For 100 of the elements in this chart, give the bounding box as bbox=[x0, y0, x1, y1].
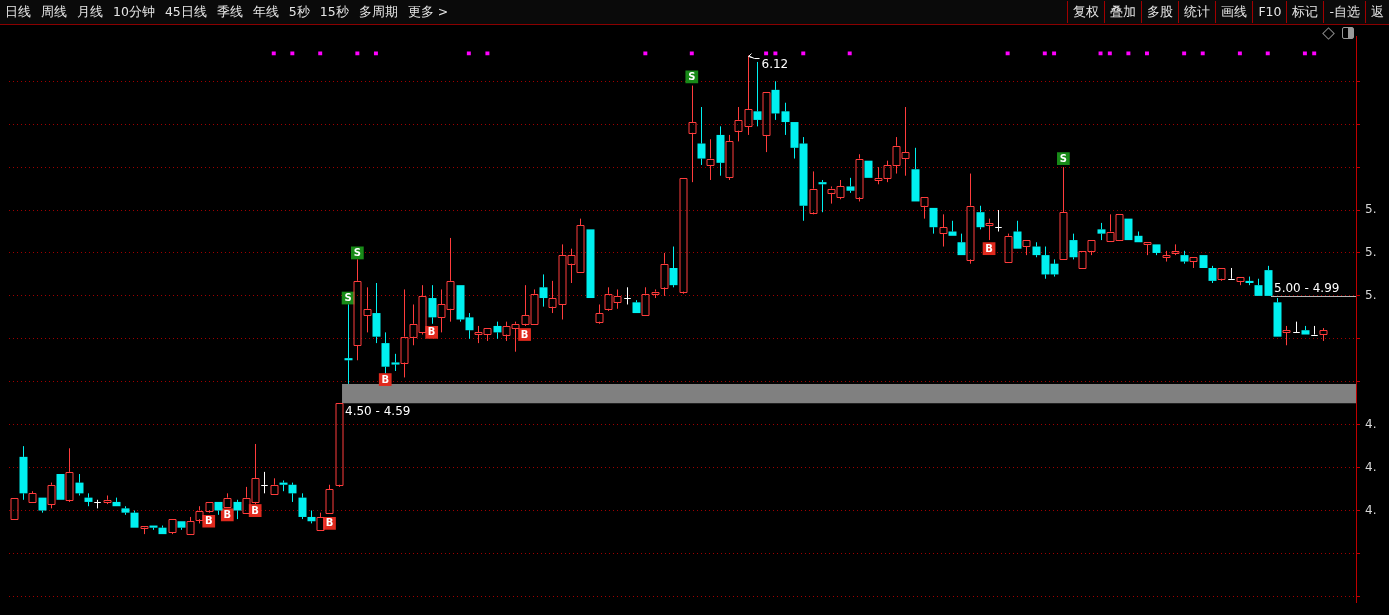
candlestick bbox=[706, 138, 715, 181]
candlestick bbox=[130, 510, 139, 528]
candlestick bbox=[697, 106, 706, 166]
point bbox=[1182, 51, 1187, 56]
candlestick bbox=[1097, 222, 1106, 241]
text: 日线 bbox=[4, 3, 32, 21]
point bbox=[643, 51, 648, 56]
candlestick bbox=[985, 218, 994, 241]
point bbox=[1265, 51, 1270, 56]
text: 多周期 bbox=[357, 3, 399, 21]
candlestick bbox=[1254, 278, 1263, 296]
annotation: 6.12 bbox=[761, 56, 789, 71]
candlestick bbox=[1032, 241, 1041, 258]
text: 5秒 bbox=[287, 3, 311, 21]
candlestick bbox=[298, 492, 307, 520]
y-tick-label: 4. bbox=[1365, 459, 1377, 474]
candlestick bbox=[428, 284, 437, 325]
point bbox=[485, 51, 490, 56]
candlestick bbox=[623, 286, 632, 305]
point bbox=[355, 51, 360, 56]
text: B bbox=[427, 326, 436, 338]
point bbox=[373, 51, 378, 56]
y-tick-label: 5. bbox=[1365, 245, 1377, 260]
candlestick bbox=[994, 209, 1003, 233]
candlestick bbox=[214, 501, 223, 516]
text: B bbox=[985, 242, 993, 254]
text: S bbox=[688, 71, 696, 83]
candlestick bbox=[1227, 267, 1236, 280]
candlestick bbox=[781, 102, 790, 136]
candlestick bbox=[279, 479, 288, 492]
text: 返 bbox=[1365, 1, 1389, 23]
text: 15秒 bbox=[318, 3, 350, 21]
candlestick bbox=[939, 213, 948, 248]
text: B bbox=[223, 508, 232, 520]
candlestick bbox=[818, 179, 827, 213]
point bbox=[318, 51, 323, 56]
text: 45日线 bbox=[163, 3, 208, 21]
series-label: S bbox=[344, 292, 352, 304]
point bbox=[1042, 51, 1047, 56]
candlestick bbox=[1292, 321, 1301, 333]
text: -自选 bbox=[1323, 1, 1365, 23]
candlestick bbox=[632, 299, 641, 314]
candlestick bbox=[1189, 257, 1198, 269]
point bbox=[1107, 51, 1112, 56]
candlestick bbox=[112, 497, 121, 507]
candlestick bbox=[149, 525, 158, 531]
candlestick bbox=[233, 499, 242, 520]
text: 季线 bbox=[215, 3, 244, 21]
candlestick bbox=[1310, 325, 1319, 336]
y-tick-label: 5. bbox=[1365, 202, 1377, 217]
point bbox=[1126, 51, 1131, 56]
y-tick-label: 4. bbox=[1365, 416, 1377, 431]
y-tick-label: 5. bbox=[1365, 288, 1377, 303]
candlestick bbox=[688, 85, 697, 183]
candlestick bbox=[1134, 231, 1143, 243]
point bbox=[290, 51, 295, 56]
point bbox=[847, 51, 852, 56]
candlestick bbox=[1208, 265, 1217, 284]
candlestick bbox=[1273, 297, 1282, 337]
candlestick bbox=[1013, 220, 1022, 249]
text: S bbox=[1059, 152, 1067, 164]
y-tick-label: 4. bbox=[1365, 502, 1377, 517]
text: F10 bbox=[1252, 1, 1287, 23]
text: 复权 bbox=[1067, 1, 1105, 23]
text: 统计 bbox=[1178, 1, 1216, 23]
ref-line-label: 5.00 - 4.99 bbox=[1274, 280, 1340, 295]
candlestick bbox=[38, 497, 47, 514]
candlestick bbox=[288, 482, 297, 503]
text: 标记 bbox=[1286, 1, 1324, 23]
candlestick bbox=[121, 505, 130, 516]
text: 周线 bbox=[40, 3, 68, 21]
text: 年线 bbox=[251, 3, 280, 21]
candlestick bbox=[1180, 250, 1189, 265]
point bbox=[801, 51, 806, 56]
candlestick bbox=[158, 525, 167, 535]
text: B bbox=[251, 504, 259, 516]
candlestick bbox=[372, 282, 381, 344]
text: 更多 > bbox=[406, 3, 450, 21]
candlestick bbox=[19, 445, 28, 501]
text: B bbox=[204, 515, 213, 527]
point bbox=[773, 51, 778, 56]
candlestick bbox=[103, 494, 112, 505]
point bbox=[689, 51, 694, 56]
point bbox=[764, 51, 769, 56]
text: 画线 bbox=[1215, 1, 1253, 23]
text: B bbox=[381, 373, 390, 385]
text: 10分钟 bbox=[112, 3, 156, 21]
point bbox=[271, 51, 276, 56]
point bbox=[1145, 51, 1149, 56]
candlestick bbox=[716, 125, 725, 177]
point bbox=[1312, 51, 1317, 56]
candlestick bbox=[84, 492, 93, 507]
candlestick bbox=[391, 353, 400, 372]
band-label: 4.50 - 4.59 bbox=[345, 404, 411, 419]
candlestick bbox=[669, 246, 678, 288]
point bbox=[466, 51, 471, 56]
candlestick bbox=[1264, 265, 1273, 296]
point bbox=[1200, 51, 1205, 56]
candlestick bbox=[948, 220, 957, 236]
series-label: B bbox=[325, 517, 334, 529]
